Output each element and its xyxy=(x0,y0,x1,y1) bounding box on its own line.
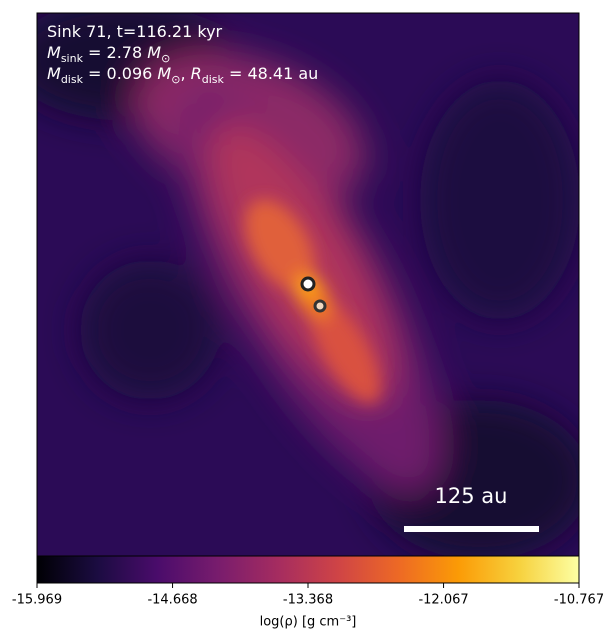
colorbar-tick-label: -12.067 xyxy=(418,593,468,608)
colorbar-tick-label: -10.767 xyxy=(554,593,604,608)
annotation-part: , xyxy=(180,64,190,83)
annotation-part: M xyxy=(47,43,61,62)
annotation-part: M xyxy=(157,64,171,83)
annotation-part: M xyxy=(147,43,161,62)
annotation-part: disk xyxy=(61,73,84,86)
colorbar-tick-label: -14.668 xyxy=(147,593,197,608)
sink xyxy=(313,299,327,313)
annotation-part: = 2.78 xyxy=(83,43,147,62)
sink xyxy=(300,276,316,292)
colorbar-tick-label: -13.368 xyxy=(283,593,333,608)
density-image xyxy=(37,13,579,556)
colorbar-label: log(ρ) [g cm⁻³] xyxy=(260,615,357,630)
annotation: Msink = 2.78 M⊙ xyxy=(47,43,170,65)
annotation-part: R xyxy=(191,64,202,83)
colorbar-tick-label: -15.969 xyxy=(12,593,62,608)
annotation-part: sink xyxy=(61,52,84,65)
annotation-part: = 0.096 xyxy=(83,64,157,83)
annotation-part: M xyxy=(47,64,61,83)
annotation-part: disk xyxy=(202,73,225,86)
annotation-part: Sink 71, t=116.21 kyr xyxy=(47,22,223,41)
annotation-part: ⊙ xyxy=(161,52,170,65)
annotation: Sink 71, t=116.21 kyr xyxy=(47,22,223,41)
annotation-part: ⊙ xyxy=(171,73,180,86)
colorbar xyxy=(36,555,580,584)
scale-bar-label: 125 au xyxy=(435,484,508,508)
annotation-part: = 48.41 au xyxy=(224,64,318,83)
annotation: Mdisk = 0.096 M⊙, Rdisk = 48.41 au xyxy=(47,64,318,86)
colorbar-axis: -15.969 -14.668 -13.368 -12.067 -10.767 xyxy=(12,583,604,608)
